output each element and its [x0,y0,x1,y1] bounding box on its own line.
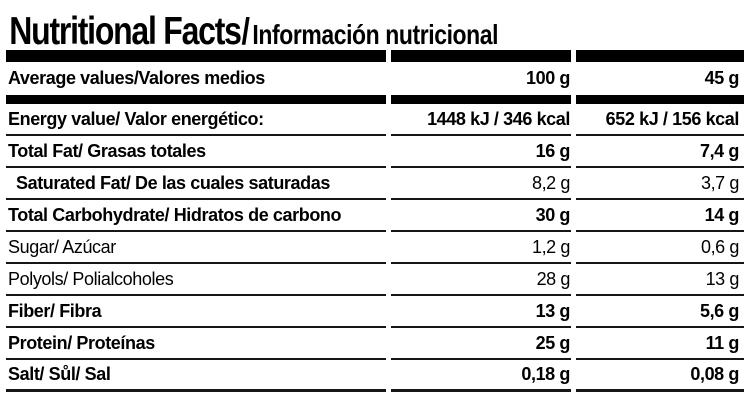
value-per-45g: 11 g [576,328,744,360]
value-per-45g: 0,08 g [576,360,744,392]
label-title: Nutritional Facts / Información nutricio… [6,0,611,53]
divider-segment [391,50,571,62]
value-per-100g: 16 g [391,136,571,168]
value-per-45g: 5,6 g [576,296,744,328]
value-per-100g: 8,2 g [391,168,571,200]
row-label: Protein/ Proteínas [6,328,386,360]
row-total-fat: Total Fat/ Grasas totales 16 g 7,4 g [6,136,744,168]
value-per-100g: 13 g [391,296,571,328]
row-polyols: Polyols/ Polialcoholes 28 g 13 g [6,264,744,296]
row-label: Polyols/ Polialcoholes [6,264,386,296]
row-salt: Salt/ Sůl/ Sal 0,18 g 0,08 g [6,360,744,392]
divider-thick-under-header [6,95,744,104]
value-per-100g: 1,2 g [391,232,571,264]
row-protein: Protein/ Proteínas 25 g 11 g [6,328,744,360]
divider-segment [576,50,744,62]
divider-segment [6,50,386,62]
row-sugar: Sugar/ Azúcar 1,2 g 0,6 g [6,232,744,264]
divider-segment [6,95,386,104]
value-per-100g: 1448 kJ / 346 kcal [391,104,571,136]
value-per-100g: 28 g [391,264,571,296]
row-label: Sugar/ Azúcar [6,232,386,264]
value-per-100g: 25 g [391,328,571,360]
title-spanish: Información nutricional [252,19,499,50]
divider-segment [576,95,744,104]
row-saturated-fat: Saturated Fat/ De las cuales saturadas 8… [6,168,744,200]
header-col-100g: 100 g [525,68,570,88]
header-col-45g: 45 g [704,68,740,88]
value-per-100g: 30 g [391,200,571,232]
value-per-45g: 14 g [576,200,744,232]
divider-thick-top [6,50,744,62]
title-english: Nutritional Facts [9,10,242,53]
row-label: Fiber/ Fibra [6,296,386,328]
row-total-carbohydrate: Total Carbohydrate/ Hidratos de carbono … [6,200,744,232]
header-label: Average values/Valores medios [8,68,265,88]
value-per-45g: 0,6 g [576,232,744,264]
row-label: Saturated Fat/ De las cuales saturadas [6,168,386,200]
row-energy-value: Energy value/ Valor energético: 1448 kJ … [6,104,744,136]
table-header-row: Average values/Valores medios 100 g 45 g [6,62,744,95]
row-label: Energy value/ Valor energético: [6,104,386,136]
value-per-45g: 3,7 g [576,168,744,200]
value-per-100g: 0,18 g [391,360,571,392]
divider-segment [391,95,571,104]
row-fiber: Fiber/ Fibra 13 g 5,6 g [6,296,744,328]
row-label: Total Carbohydrate/ Hidratos de carbono [6,200,386,232]
row-label: Total Fat/ Grasas totales [6,136,386,168]
title-separator: / [241,11,250,52]
value-per-45g: 7,4 g [576,136,744,168]
value-per-45g: 13 g [576,264,744,296]
value-per-45g: 652 kJ / 156 kcal [576,104,744,136]
row-label: Salt/ Sůl/ Sal [6,360,386,392]
